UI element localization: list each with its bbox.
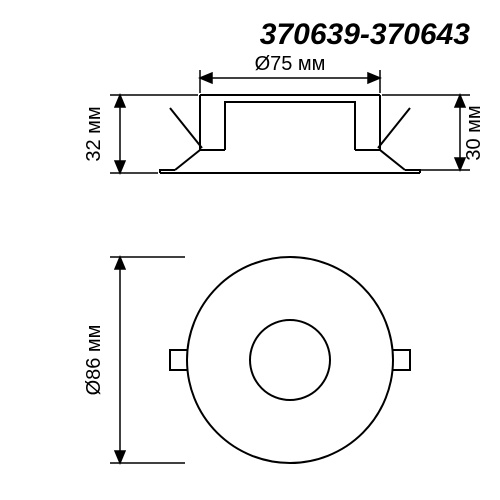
technical-drawing-svg: Ø75 мм 32 мм 30 мм [0, 0, 500, 500]
dim-left-lower [110, 257, 185, 463]
side-view [160, 95, 420, 173]
dim-left-lower-label: Ø86 мм [83, 325, 105, 396]
dim-right-upper-label: 30 мм [463, 105, 485, 160]
product-code-title: 370639-370643 [260, 18, 470, 52]
dim-top-label: Ø75 мм [255, 53, 326, 75]
dim-right-upper [382, 95, 470, 170]
dim-left-upper-label: 32 мм [83, 106, 105, 161]
diagram-canvas: 370639-370643 [0, 0, 500, 500]
top-view [170, 257, 410, 463]
